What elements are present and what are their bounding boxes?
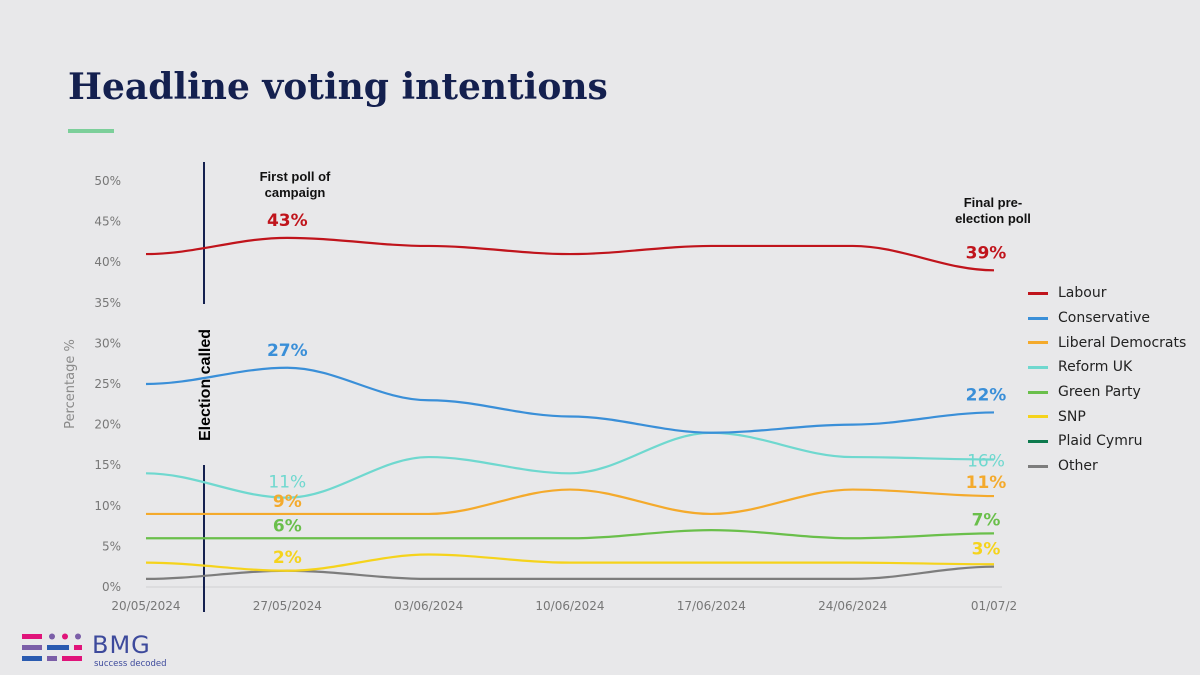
series-line-other <box>145 565 995 580</box>
legend-item: Labour <box>1028 281 1186 306</box>
legend-swatch <box>1028 341 1048 345</box>
legend-swatch <box>1028 415 1048 419</box>
x-tick-label: 03/06/2024 <box>394 599 463 613</box>
data-label: 16% <box>967 452 1005 472</box>
title-underline <box>68 129 114 133</box>
y-tick-label: 30% <box>94 336 121 350</box>
x-tick-label: 01/07/2 <box>971 599 1017 613</box>
series-line-conservative <box>145 366 995 434</box>
y-tick-label: 45% <box>94 215 121 229</box>
y-tick-label: 0% <box>102 580 121 594</box>
y-tick-label: 35% <box>94 296 121 310</box>
data-label: 22% <box>966 385 1007 405</box>
legend-swatch <box>1028 439 1048 443</box>
data-label: 39% <box>966 243 1007 263</box>
x-tick-label: 27/05/2024 <box>253 599 322 613</box>
series-line-labour <box>145 236 995 272</box>
series-line-green-party <box>146 529 995 540</box>
data-label: 2% <box>273 548 302 568</box>
final-poll-line-2: election poll <box>955 211 1031 226</box>
election-called-label: Election called <box>197 329 214 441</box>
x-tick-label: 17/06/2024 <box>677 599 746 613</box>
legend-swatch <box>1028 464 1048 468</box>
data-label: 11% <box>966 473 1007 493</box>
first-poll-annotation: First poll of campaign <box>260 169 331 200</box>
y-axis: 0% 5% 10% 15% 20% 25% 30% 35% 40% 45% 50% <box>94 174 121 594</box>
data-label: 3% <box>972 539 1001 559</box>
legend-item: SNP <box>1028 404 1186 429</box>
legend-swatch <box>1028 316 1048 320</box>
data-label: 27% <box>267 341 308 361</box>
legend-label: Green Party <box>1058 384 1141 401</box>
y-tick-label: 50% <box>94 174 121 188</box>
election-called-marker: Election called <box>197 162 214 612</box>
legend-label: SNP <box>1058 408 1086 425</box>
brand-name: BMG <box>92 631 151 659</box>
legend-item: Other <box>1028 454 1186 479</box>
brand-tagline: success decoded <box>94 659 167 669</box>
first-poll-line-1: First poll of <box>260 169 331 184</box>
page-title: Headline voting intentions <box>68 66 608 108</box>
data-label: 9% <box>273 492 302 512</box>
y-tick-label: 5% <box>102 539 121 553</box>
final-poll-annotation: Final pre- election poll <box>955 195 1031 226</box>
legend: Labour Conservative Liberal Democrats Refor… <box>1028 281 1186 479</box>
legend-label: Labour <box>1058 285 1107 302</box>
legend-swatch <box>1028 390 1048 394</box>
legend-item: Reform UK <box>1028 355 1186 380</box>
legend-label: Other <box>1058 458 1098 475</box>
series-line-reform-uk <box>145 431 995 499</box>
data-label: 11% <box>268 473 306 493</box>
y-tick-label: 15% <box>94 458 121 472</box>
y-tick-label: 25% <box>94 377 121 391</box>
final-poll-line-1: Final pre- <box>964 195 1023 210</box>
legend-item: Green Party <box>1028 380 1186 405</box>
bmg-logo-icon <box>22 633 82 661</box>
x-tick-label: 10/06/2024 <box>535 599 604 613</box>
legend-label: Conservative <box>1058 310 1151 327</box>
series-lines <box>145 236 995 580</box>
legend-label: Liberal Democrats <box>1058 334 1187 351</box>
legend-swatch <box>1028 365 1048 369</box>
x-tick-label: 20/05/2024 <box>111 599 180 613</box>
x-axis: 20/05/2024 27/05/2024 03/06/2024 10/06/2024… <box>111 586 1017 613</box>
x-tick-label: 24/06/2024 <box>818 599 887 613</box>
legend-item: Plaid Cymru <box>1028 429 1186 454</box>
data-label: 6% <box>273 516 302 536</box>
series-line-liberal-democrats <box>146 488 995 516</box>
legend-swatch <box>1028 291 1048 295</box>
y-tick-label: 10% <box>94 499 121 513</box>
legend-item: Liberal Democrats <box>1028 330 1186 355</box>
legend-label: Plaid Cymru <box>1058 433 1143 450</box>
legend-item: Conservative <box>1028 306 1186 331</box>
first-poll-line-2: campaign <box>265 185 326 200</box>
y-tick-label: 40% <box>94 255 121 269</box>
y-axis-label: Percentage % <box>63 339 78 429</box>
data-label: 43% <box>267 211 308 231</box>
data-labels: 43%39%27%22%11%16%9%11%6% 7%2% 3% <box>267 211 1006 568</box>
y-tick-label: 20% <box>94 418 121 432</box>
series-line-snp <box>145 553 995 572</box>
legend-label: Reform UK <box>1058 359 1133 376</box>
data-label: 7% <box>972 510 1001 530</box>
